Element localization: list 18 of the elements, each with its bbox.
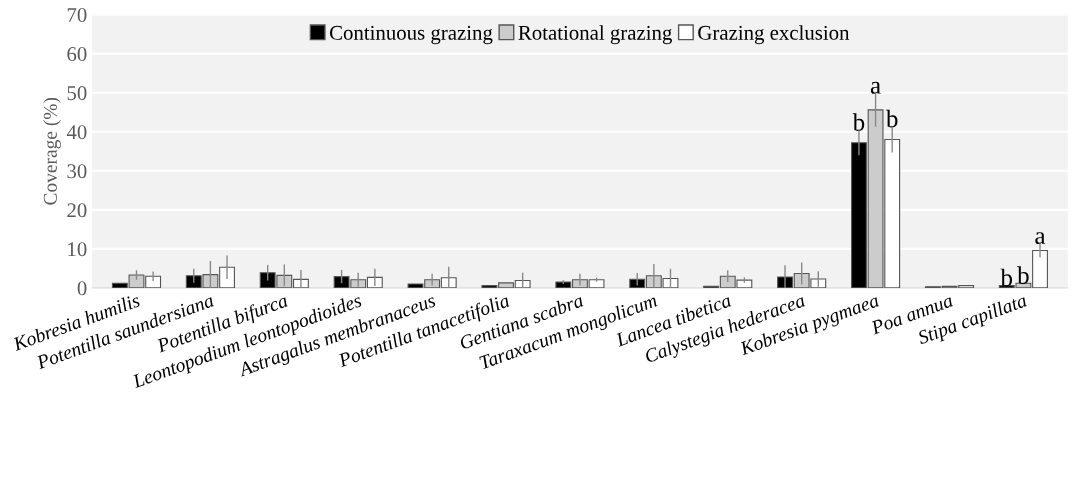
data-label: b	[852, 113, 865, 131]
legend-label: Continuous grazing	[329, 25, 493, 45]
data-label: a	[870, 81, 881, 94]
data-label: b	[1000, 268, 1013, 287]
y-tick-label: 30	[67, 164, 87, 179]
y-axis-title: Coverage (%)	[43, 97, 61, 205]
legend-label: Rotational grazing	[518, 25, 672, 45]
y-tick-label: 10	[68, 242, 87, 257]
y-tick-label: 0	[77, 281, 87, 296]
y-tick-label: 60	[67, 47, 87, 62]
data-label: b	[885, 109, 898, 128]
y-tick-label: 20	[67, 203, 87, 218]
data-label: a	[1035, 232, 1046, 245]
y-tick-label: 70	[67, 8, 87, 23]
data-label: b	[1017, 266, 1029, 284]
y-tick-label: 50	[67, 86, 87, 101]
y-tick-label: 40	[66, 125, 87, 140]
legend-label: Grazing exclusion	[698, 25, 850, 45]
